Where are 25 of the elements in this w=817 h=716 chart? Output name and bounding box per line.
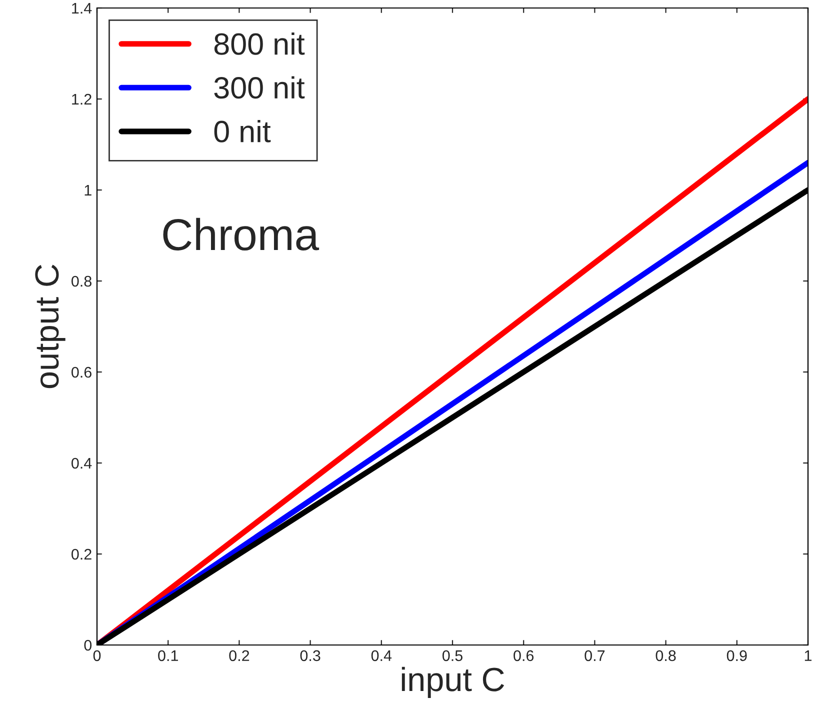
x-tick-label: 0.9 <box>726 650 747 662</box>
annotation: Chroma <box>163 218 320 250</box>
y-tick-label: 1.2 <box>72 94 92 105</box>
y-tick-label: 0.2 <box>72 548 92 560</box>
x-tick-label: 0 <box>93 650 101 662</box>
y-tick-label: 0.4 <box>72 458 92 469</box>
y-tick-label: 1 <box>84 185 92 196</box>
y-tick-label: 0.6 <box>72 366 92 378</box>
y-tick-label: 1.4 <box>72 3 92 14</box>
legend-label: 300 nit <box>214 76 305 99</box>
y-axis-title: output C <box>35 264 66 388</box>
x-axis-title: input C <box>402 666 504 698</box>
x-tick-label: 0.4 <box>371 650 392 662</box>
x-tick-label: 0.1 <box>158 650 178 662</box>
x-tick-label: 0.6 <box>514 650 534 662</box>
x-tick-label: 0.5 <box>442 650 462 662</box>
x-tick-label: 0.2 <box>229 650 250 662</box>
y-tick-label: 0.8 <box>72 276 92 287</box>
legend-label: 0 nit <box>214 120 271 142</box>
legend-label: 800 nit <box>214 32 305 55</box>
x-tick-label: 0.8 <box>656 650 676 662</box>
y-tick-label: 0 <box>84 640 92 651</box>
x-tick-label: 0.3 <box>300 650 320 662</box>
x-tick-label: 0.7 <box>584 650 605 662</box>
x-tick-label: 1 <box>804 650 812 661</box>
